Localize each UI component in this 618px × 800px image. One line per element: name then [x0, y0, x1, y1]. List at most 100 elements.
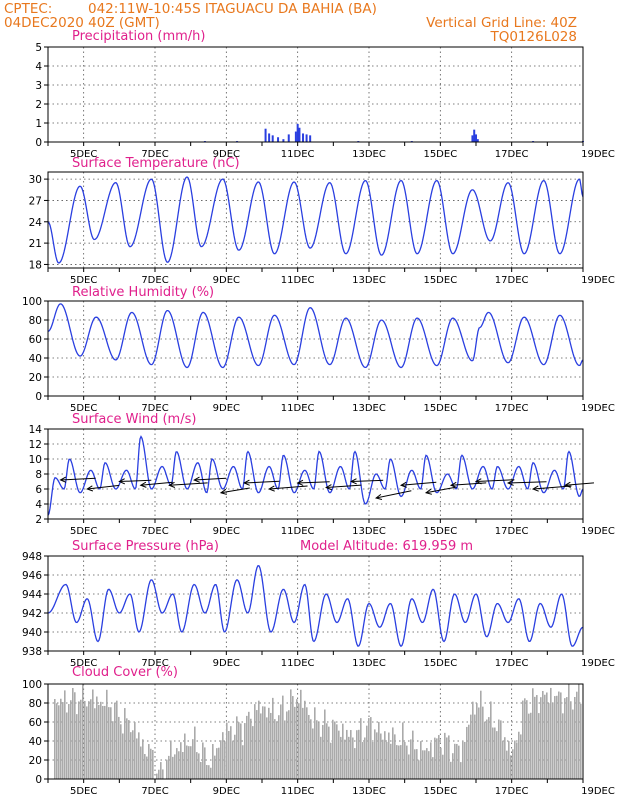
cloud-bar — [182, 752, 184, 779]
cloud-bar — [538, 713, 540, 779]
rh-frame — [47, 300, 584, 397]
cloud-bar — [264, 706, 266, 779]
cloud-bar — [540, 697, 542, 779]
pressure-xtick-label: 7DEC — [141, 658, 168, 669]
precip-bar — [475, 134, 477, 142]
wind-vector — [269, 485, 308, 490]
cloud-bar — [140, 746, 142, 779]
wind-ytick-label: 8 — [35, 469, 42, 481]
precip-ytick-label: 5 — [35, 42, 42, 54]
cloud-bar — [238, 722, 240, 779]
cloud-ytick-label: 100 — [22, 679, 42, 691]
cloud-bar — [308, 714, 310, 779]
precip-xtick-label: 17DEC — [495, 149, 529, 160]
cloud-bar — [82, 684, 84, 779]
cloud-bar — [552, 703, 554, 779]
pressure-xtick-label: 5DEC — [70, 658, 97, 669]
cloud-bar — [134, 721, 136, 779]
cloud-bar — [198, 753, 200, 779]
cloud-bar — [150, 748, 152, 779]
wind-title: Surface Wind (m/s) — [72, 412, 196, 427]
cloud-bar — [508, 741, 510, 779]
cloud-bar — [130, 732, 132, 779]
pressure-ytick-label: 944 — [22, 589, 42, 601]
cloud-bar — [192, 739, 194, 779]
cloud-ytick-label: 20 — [29, 755, 42, 767]
cloud-bar — [172, 756, 174, 779]
rh-ytick-label: 20 — [29, 372, 42, 384]
precip-bar — [473, 129, 476, 142]
cloud-bar — [166, 759, 168, 779]
cloud-bar — [280, 704, 282, 779]
wind-ytick-label: 6 — [35, 484, 42, 496]
wind-vector-head — [350, 478, 357, 485]
wind-ytick-label: 12 — [29, 439, 42, 451]
cloud-bar — [112, 721, 114, 779]
cloud-bar — [524, 698, 526, 779]
cloud-bar — [528, 713, 530, 779]
pressure-ytick-label: 940 — [22, 627, 42, 639]
cloud-bar — [432, 757, 434, 779]
cloud-bar — [60, 698, 62, 779]
cloud-bar — [346, 729, 348, 779]
cloud-bar — [444, 732, 446, 779]
wind-vector-head — [193, 476, 200, 483]
cloud-bar — [90, 699, 92, 779]
model-altitude: Model Altitude: 619.959 m — [300, 539, 473, 554]
cloud-bar — [142, 739, 144, 779]
cloud-bar — [336, 724, 338, 779]
cloud-bar — [212, 744, 214, 779]
cloud-bar — [56, 703, 58, 779]
precip-ytick-label: 2 — [35, 99, 42, 111]
cloud-bar — [530, 712, 532, 779]
cloud-bar — [384, 731, 386, 779]
wind-vector-head — [564, 481, 571, 488]
cloud-bar — [266, 717, 268, 779]
cloud-bar — [548, 703, 550, 779]
cloud-bar — [484, 722, 486, 779]
cloud-bar — [278, 715, 280, 779]
cloud-bar — [426, 748, 428, 779]
temp-frame — [47, 171, 584, 269]
rh-ytick-label: 100 — [22, 296, 42, 308]
rh-xtick-label: 7DEC — [141, 403, 168, 414]
cloud-bar — [76, 714, 78, 779]
cloud-bar — [86, 706, 88, 779]
pressure-ytick-label: 946 — [22, 570, 42, 582]
cloud-bar — [62, 702, 64, 779]
cloud-bar — [416, 749, 418, 779]
temp-xtick-label: 9DEC — [213, 275, 240, 286]
cloud-bar — [408, 754, 410, 779]
wind-xtick-label: 5DEC — [70, 526, 97, 537]
cloud-bar — [312, 728, 314, 779]
cloud-bar — [270, 712, 272, 779]
cloud-bar — [144, 754, 146, 779]
cloud-bar — [186, 745, 188, 779]
cloud-bar — [178, 751, 180, 779]
pressure-xtick-label: 15DEC — [423, 658, 457, 669]
temp-xtick-label: 11DEC — [281, 275, 315, 286]
wind-vector — [87, 484, 120, 490]
cloud-bar — [268, 707, 270, 779]
cloud-bar — [400, 745, 402, 779]
cloud-bar — [310, 719, 312, 779]
cloud-bar — [560, 692, 562, 779]
rh-line — [47, 303, 584, 369]
precip-ytick-label: 0 — [35, 137, 42, 149]
wind-vector — [60, 477, 96, 481]
temp-xtick-label: 17DEC — [495, 275, 529, 286]
cloud-xtick-label: 7DEC — [141, 786, 168, 797]
cloud-bar — [476, 703, 478, 779]
wind-vector-head — [424, 488, 432, 495]
pressure-xtick-label: 13DEC — [352, 658, 386, 669]
cloud-bar — [236, 716, 238, 779]
rh-ytick-label: 80 — [29, 315, 42, 327]
cloud-bar — [460, 762, 462, 779]
wind-vector — [140, 481, 173, 486]
cloud-bar — [288, 710, 290, 779]
cloud-bar — [246, 715, 248, 779]
cloud-bar — [558, 691, 560, 779]
pressure-panel: Surface Pressure (hPa) 938 940 942 944 946 948… — [22, 539, 615, 669]
wind-vector-head — [59, 476, 67, 483]
wind-vector — [475, 479, 515, 482]
